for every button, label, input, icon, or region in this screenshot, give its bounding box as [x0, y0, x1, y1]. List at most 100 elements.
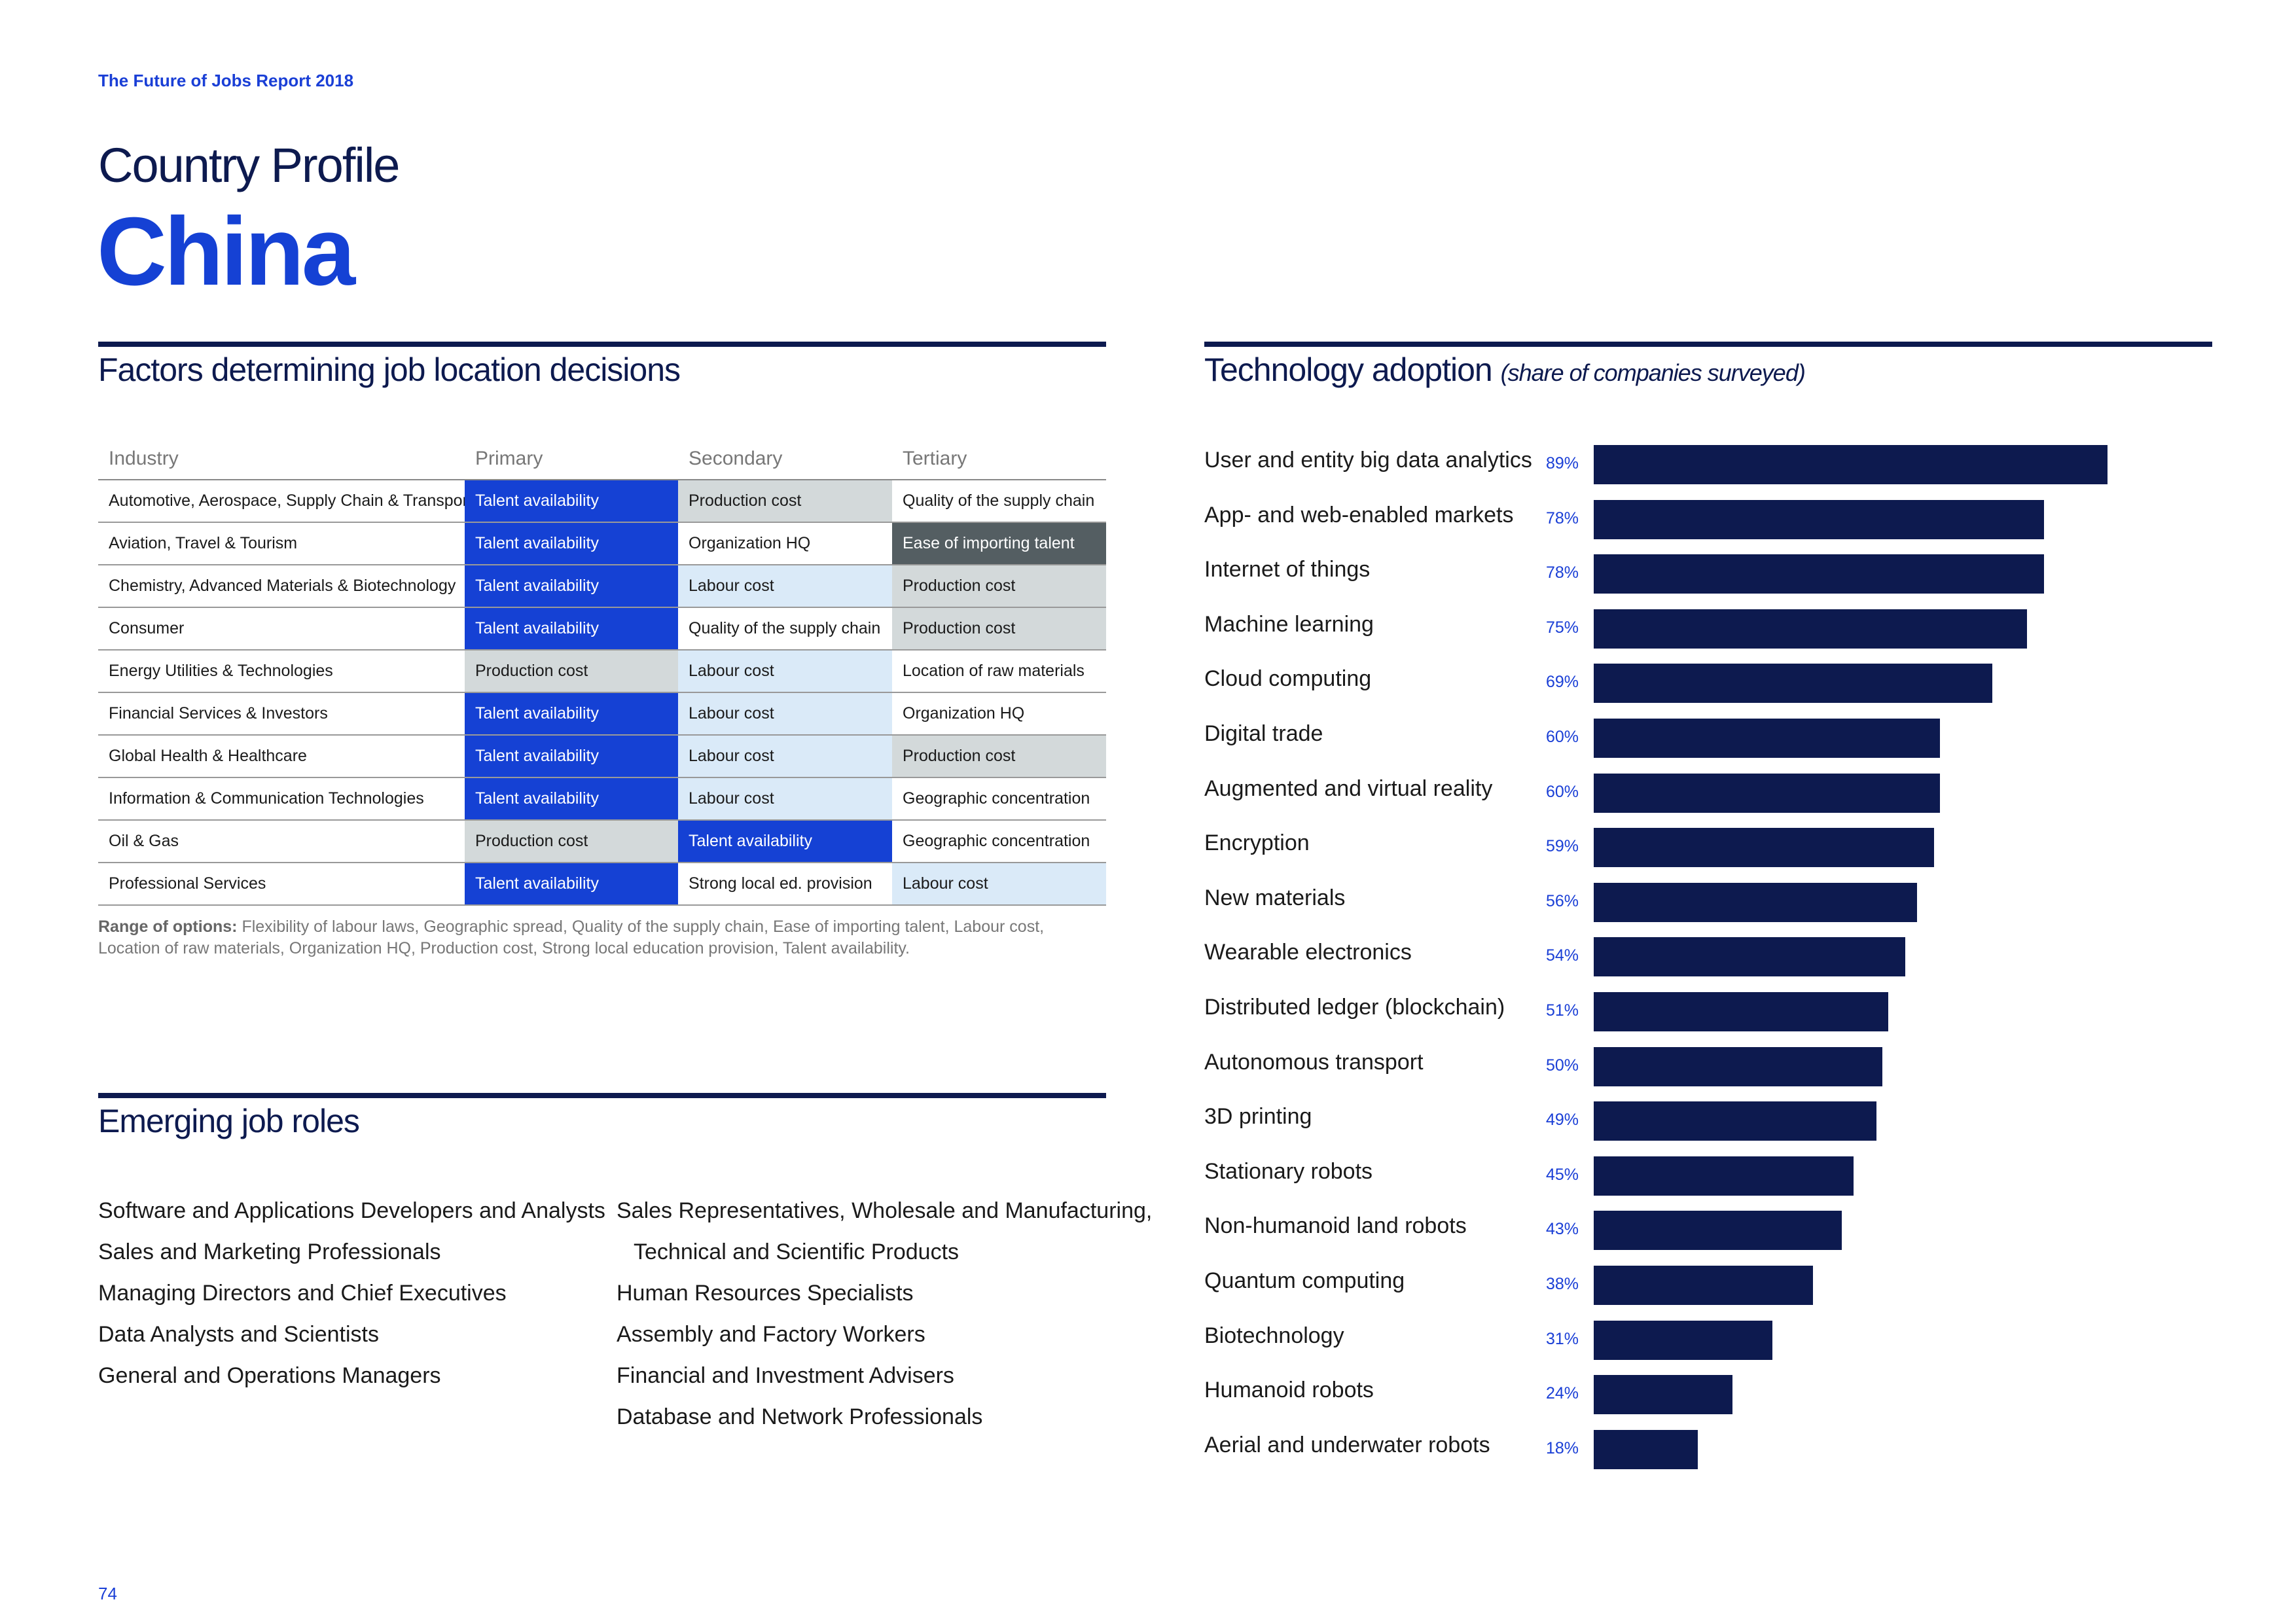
primary-cell: Talent availability: [465, 480, 678, 522]
roles-right-column: Sales Representatives, Wholesale and Man…: [617, 1195, 1152, 1442]
table-header: Industry Primary Secondary Tertiary: [98, 438, 1106, 480]
bar: [1594, 719, 1940, 758]
tech-divider: [1204, 342, 2212, 347]
tertiary-cell: Quality of the supply chain: [892, 480, 1106, 522]
secondary-cell: Labour cost: [678, 736, 892, 777]
role-item: Assembly and Factory Workers: [617, 1322, 925, 1347]
table-row: Automotive, Aerospace, Supply Chain & Tr…: [98, 480, 1106, 523]
column-header-secondary: Secondary: [689, 448, 783, 469]
chart-row: Humanoid robots 24%: [1204, 1375, 2225, 1430]
tertiary-cell: Geographic concentration: [892, 778, 1106, 819]
chart-row: App- and web-enabled markets 78%: [1204, 500, 2225, 555]
bar-category-label: Autonomous transport: [1204, 1050, 1424, 1075]
role-item: Human Resources Specialists: [617, 1281, 914, 1306]
bar: [1594, 992, 1888, 1031]
role-item-continuation: Technical and Scientific Products: [634, 1240, 960, 1264]
primary-cell: Talent availability: [465, 565, 678, 607]
chart-row: Autonomous transport 50%: [1204, 1047, 2225, 1102]
bar-category-label: App- and web-enabled markets: [1204, 503, 1514, 527]
range-text: Flexibility of labour laws, Geographic s…: [98, 918, 1045, 957]
chart-row: Digital trade 60%: [1204, 719, 2225, 774]
chart-row: Cloud computing 69%: [1204, 664, 2225, 719]
bar-value-label: 43%: [1546, 1220, 1579, 1238]
bar: [1594, 1211, 1842, 1250]
chart-row: Wearable electronics 54%: [1204, 937, 2225, 992]
secondary-cell: Labour cost: [678, 651, 892, 692]
bar-category-label: Encryption: [1204, 830, 1310, 855]
bar-category-label: Biotechnology: [1204, 1323, 1344, 1348]
primary-cell: Talent availability: [465, 778, 678, 819]
bar-category-label: Digital trade: [1204, 721, 1323, 746]
chart-row: Quantum computing 38%: [1204, 1266, 2225, 1321]
bar-category-label: Internet of things: [1204, 557, 1371, 582]
role-item: Database and Network Professionals: [617, 1404, 983, 1429]
bar-value-label: 56%: [1546, 892, 1579, 910]
bar: [1594, 1375, 1732, 1414]
bar-value-label: 31%: [1546, 1330, 1579, 1348]
role-item: Software and Applications Developers and…: [98, 1198, 605, 1223]
primary-cell: Talent availability: [465, 693, 678, 734]
bar-value-label: 38%: [1546, 1275, 1579, 1293]
bar: [1594, 1321, 1772, 1360]
tertiary-cell: Production cost: [892, 608, 1106, 649]
roles-divider: [98, 1093, 1106, 1098]
tertiary-cell: Ease of importing talent: [892, 523, 1106, 564]
industry-cell: Global Health & Healthcare: [98, 736, 465, 777]
secondary-cell: Organization HQ: [678, 523, 892, 564]
bar-category-label: Non-humanoid land robots: [1204, 1213, 1467, 1238]
bar: [1594, 1047, 1882, 1086]
profile-label: Country Profile: [98, 138, 400, 192]
bar: [1594, 883, 1917, 922]
chart-row: New materials 56%: [1204, 883, 2225, 938]
industry-cell: Financial Services & Investors: [98, 693, 465, 734]
chart-row: 3D printing 49%: [1204, 1101, 2225, 1156]
factors-title: Factors determining job location decisio…: [98, 351, 681, 388]
chart-row: Aerial and underwater robots 18%: [1204, 1430, 2225, 1485]
bar-value-label: 24%: [1546, 1384, 1579, 1402]
role-item: Sales and Marketing Professionals: [98, 1240, 441, 1264]
bar-value-label: 75%: [1546, 618, 1579, 637]
bar-value-label: 18%: [1546, 1439, 1579, 1457]
industry-cell: Information & Communication Technologies: [98, 778, 465, 819]
roles-left-column: Software and Applications Developers and…: [98, 1195, 605, 1401]
table-row: Consumer Talent availability Quality of …: [98, 608, 1106, 651]
bar-category-label: Stationary robots: [1204, 1159, 1373, 1184]
table-row: Oil & Gas Production cost Talent availab…: [98, 821, 1106, 863]
table-row: Aviation, Travel & Tourism Talent availa…: [98, 523, 1106, 565]
tertiary-cell: Geographic concentration: [892, 821, 1106, 862]
roles-title: Emerging job roles: [98, 1103, 360, 1139]
secondary-cell: Talent availability: [678, 821, 892, 862]
bar: [1594, 664, 1992, 703]
table-row: Information & Communication Technologies…: [98, 778, 1106, 821]
column-header-industry: Industry: [109, 448, 179, 469]
bar-value-label: 60%: [1546, 783, 1579, 801]
table-row: Global Health & Healthcare Talent availa…: [98, 736, 1106, 778]
industry-cell: Oil & Gas: [98, 821, 465, 862]
bar: [1594, 1430, 1698, 1469]
secondary-cell: Strong local ed. provision: [678, 863, 892, 904]
primary-cell: Talent availability: [465, 523, 678, 564]
chart-row: User and entity big data analytics 89%: [1204, 445, 2225, 500]
bar: [1594, 828, 1934, 867]
bar-value-label: 54%: [1546, 946, 1579, 965]
column-header-primary: Primary: [475, 448, 543, 469]
table-row: Professional Services Talent availabilit…: [98, 863, 1106, 906]
range-label: Range of options:: [98, 918, 238, 936]
bar-category-label: Quantum computing: [1204, 1268, 1405, 1293]
industry-cell: Energy Utilities & Technologies: [98, 651, 465, 692]
report-title: The Future of Jobs Report 2018: [98, 71, 354, 90]
industry-cell: Chemistry, Advanced Materials & Biotechn…: [98, 565, 465, 607]
primary-cell: Production cost: [465, 821, 678, 862]
primary-cell: Talent availability: [465, 608, 678, 649]
bar-category-label: Distributed ledger (blockchain): [1204, 995, 1505, 1020]
primary-cell: Talent availability: [465, 863, 678, 904]
chart-row: Augmented and virtual reality 60%: [1204, 774, 2225, 829]
industry-cell: Automotive, Aerospace, Supply Chain & Tr…: [98, 480, 465, 522]
bar: [1594, 1156, 1854, 1196]
bar-category-label: Cloud computing: [1204, 666, 1372, 691]
bar-value-label: 45%: [1546, 1166, 1579, 1184]
tech-subtitle: (share of companies surveyed): [1500, 359, 1806, 386]
bar-category-label: Aerial and underwater robots: [1204, 1433, 1490, 1457]
role-item: Sales Representatives, Wholesale and Man…: [617, 1198, 1153, 1223]
bar: [1594, 500, 2044, 539]
